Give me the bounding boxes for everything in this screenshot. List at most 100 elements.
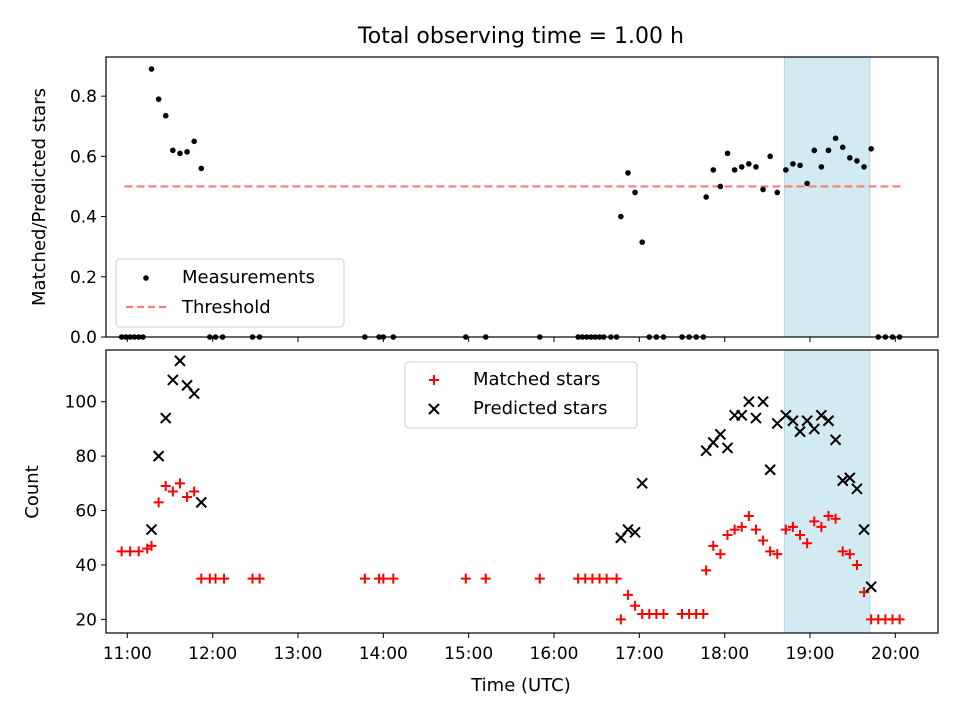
matched-point (480, 573, 491, 584)
bottom-xtick-label: 12:00 (188, 644, 237, 664)
measurement-point (639, 239, 645, 245)
top-legend-box (115, 258, 345, 328)
measurement-point (832, 135, 839, 142)
bottom-ytick-label: 20 (75, 610, 97, 630)
bottom-ytick-label: 40 (75, 556, 97, 576)
predicted-point (780, 409, 792, 422)
bottom-xtick-label: 15:00 (444, 644, 493, 664)
predicted-point (844, 472, 856, 484)
predicted-point (851, 483, 863, 495)
measurement-point (790, 161, 796, 167)
matched-point (743, 510, 754, 521)
matched-point (153, 497, 164, 508)
matched-point (611, 573, 622, 584)
bottom-xtick-label: 20:00 (871, 644, 920, 664)
legend-matched-marker (429, 375, 439, 385)
predicted-point (167, 374, 179, 386)
matched-point (894, 614, 905, 625)
predicted-point (714, 428, 727, 441)
legend-matched-label: Matched stars (473, 369, 600, 390)
legend-plus-glyph (429, 375, 439, 385)
predicted-point (622, 523, 634, 536)
predicted-point (865, 581, 877, 593)
matched-point (460, 573, 471, 584)
bottom-ylabel: Count (22, 465, 43, 518)
bottom-panel: 20 40 60 80 100 11:00 12:00 13:00 14:00 15:00 16:0… (22, 349, 939, 696)
matched-point (708, 540, 719, 551)
matched-point (701, 565, 712, 576)
predicted-point (629, 526, 641, 539)
legend-x-glyph (428, 403, 440, 415)
measurement-point (162, 112, 169, 119)
matched-point (844, 549, 855, 560)
predicted-point (636, 477, 648, 490)
matched-point (116, 546, 127, 557)
predicted-point (858, 523, 870, 536)
bottom-xtick-label: 14:00 (359, 644, 408, 664)
top-frame (105, 56, 939, 338)
matched-point (210, 573, 221, 584)
matched-point (837, 546, 848, 557)
bottom-legend-box (404, 361, 638, 429)
matched-point (722, 530, 733, 541)
matched-point (125, 546, 136, 557)
predicted-point (787, 415, 799, 427)
legend-threshold-label: Threshold (181, 297, 271, 318)
predicted-point (764, 464, 776, 476)
predicted-point (771, 417, 783, 430)
bottom-xtick-label: 11:00 (103, 644, 152, 664)
matched-point (378, 573, 389, 584)
measurement-point (774, 189, 781, 196)
bottom-legend: Matched stars Predicted stars (404, 361, 638, 429)
matched-point (630, 600, 641, 611)
matched-point (802, 538, 813, 549)
measurement-point (760, 186, 766, 193)
matched-point (729, 524, 740, 535)
bottom-highlight-span (783, 349, 871, 634)
predicted-point (160, 412, 172, 424)
matched-point (534, 573, 545, 584)
legend-measurements-label: Measurements (182, 267, 315, 288)
top-ytick-label: 0.4 (70, 208, 97, 228)
predicted-point (195, 496, 207, 509)
measurement-point (839, 144, 846, 151)
matched-point (830, 513, 841, 524)
measurement-point (818, 164, 825, 170)
top-ytick-label: 0.6 (70, 147, 97, 167)
bottom-xlabel: Time (UTC) (470, 675, 571, 696)
predicted-point (750, 412, 762, 424)
measurement-point (868, 146, 874, 152)
measurement-point (797, 162, 803, 169)
measurement-point (731, 167, 738, 173)
predicted-point (757, 395, 769, 408)
top-ylabel: Matched/Predicted stars (29, 88, 50, 306)
bottom-points (116, 355, 905, 625)
measurement-point (717, 183, 724, 190)
measurement-point (804, 180, 810, 187)
measurement-point (854, 158, 860, 164)
bottom-xtick-label: 18:00 (700, 644, 749, 664)
matched-point (816, 521, 827, 532)
matched-point (758, 535, 769, 546)
bottom-xtick-label: 17:00 (615, 644, 664, 664)
bottom-ticks: 20 40 60 80 100 11:00 12:00 13:00 14:00 15:00 16:0… (65, 393, 920, 664)
measurement-point (783, 167, 789, 173)
matched-point (750, 524, 761, 535)
matched-point (196, 573, 207, 584)
matched-point (189, 486, 200, 497)
measurement-point (811, 147, 818, 154)
matched-point (167, 486, 178, 497)
predicted-point (808, 423, 820, 435)
measurement-point (746, 161, 752, 167)
predicted-point (145, 523, 158, 536)
predicted-point (736, 409, 748, 422)
bottom-frame (105, 349, 939, 634)
matched-point (359, 573, 370, 584)
matched-point (736, 521, 747, 532)
matched-point (809, 516, 820, 527)
measurement-point (710, 167, 717, 173)
predicted-point (822, 415, 835, 427)
measurement-point (618, 213, 624, 220)
matched-point (601, 573, 612, 584)
measurement-point (753, 164, 759, 170)
